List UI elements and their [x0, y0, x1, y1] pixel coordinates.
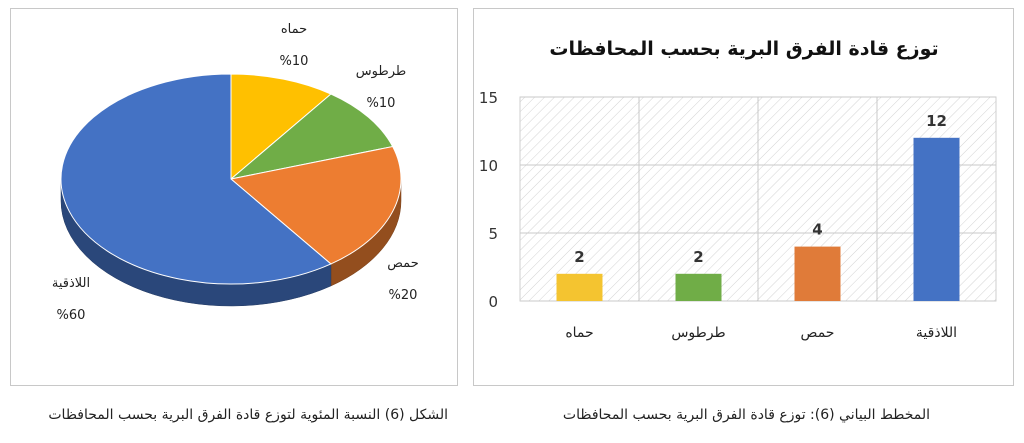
bar-value-label-0: 2 — [574, 248, 584, 266]
x-category-label-1: طرطوس — [671, 325, 725, 341]
bar-chart-title: توزع قادة الفرق البرية بحسب المحافظات — [549, 38, 938, 60]
pie-category-label-1: طرطوس — [356, 64, 406, 79]
pie-chart-panel: حماه %10 طرطوس %10 حمص %20 اللاذقية %60 — [10, 8, 458, 386]
x-category-label-0: حماه — [565, 325, 593, 341]
pie-category-label-3: اللاذقية — [52, 276, 90, 291]
pie-value-label-0: %10 — [280, 54, 309, 69]
pie-slice-3 — [60, 73, 332, 285]
pie-category-label-2: حمص — [387, 256, 418, 271]
bar-chart: توزع قادة الفرق البرية بحسب المحافظات 0 5 1… — [479, 38, 997, 341]
y-tick-label-3: 15 — [479, 89, 498, 107]
pie-category-label-0: حماه — [281, 22, 307, 37]
y-tick-label-2: 10 — [479, 157, 498, 175]
pie-chart: حماه %10 طرطوس %10 حمص %20 اللاذقية %60 — [52, 22, 419, 323]
y-tick-label-0: 0 — [488, 293, 498, 311]
bar-3 — [913, 137, 960, 301]
pie-value-label-3: %60 — [57, 308, 86, 323]
pie-slice-2 — [229, 145, 402, 265]
pie-value-label-2: %20 — [389, 288, 418, 303]
x-category-label-3: اللاذقية — [916, 325, 957, 341]
bar-2 — [794, 246, 841, 301]
y-tick-label-1: 5 — [488, 225, 498, 243]
pie-chart-caption: الشكل (6) النسبة المئوية لتوزع قادة الفر… — [48, 407, 448, 423]
bar-value-label-3: 12 — [926, 112, 947, 130]
bar-value-label-2: 4 — [812, 221, 822, 239]
bar-0 — [556, 273, 603, 301]
pie-slice-0 — [230, 73, 332, 181]
pie-value-label-1: %10 — [367, 96, 396, 111]
pie-slice-1 — [229, 93, 394, 180]
bar-chart-panel: توزع قادة الفرق البرية بحسب المحافظات 0 5 1… — [473, 8, 1014, 386]
bar-chart-caption: المخطط البياني (6): توزع قادة الفرق البر… — [562, 407, 930, 423]
bar-1 — [675, 273, 722, 301]
x-category-label-2: حمص — [801, 325, 835, 341]
bar-value-label-1: 2 — [693, 248, 703, 266]
